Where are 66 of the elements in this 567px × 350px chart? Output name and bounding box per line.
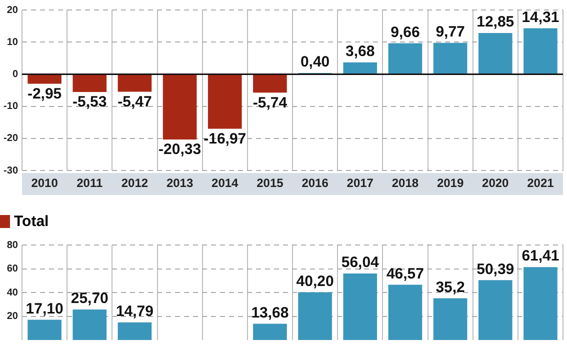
bar <box>28 74 62 84</box>
data-label: -5,74 <box>252 94 288 112</box>
x-tick-label: 2017 <box>346 176 374 190</box>
x-tick-label: 2016 <box>302 176 329 190</box>
bar <box>343 273 378 340</box>
bar <box>478 280 512 340</box>
bar <box>388 43 422 74</box>
x-tick-label: 2012 <box>121 176 148 190</box>
bar <box>72 309 107 340</box>
data-label: 14,79 <box>116 303 154 320</box>
data-label: 14,31 <box>522 8 560 26</box>
y-tick-label: 20 <box>6 311 18 322</box>
x-tick-label: 2013 <box>166 176 194 190</box>
data-label: 17,10 <box>26 300 64 318</box>
y-tick-label: 60 <box>6 264 18 274</box>
data-label: 35,2 <box>436 278 465 296</box>
y-tick-label: 0 <box>12 68 18 80</box>
bar <box>524 28 558 74</box>
y-tick-label: -20 <box>4 133 18 144</box>
x-tick-label: 2018 <box>392 176 419 190</box>
bar <box>208 74 242 129</box>
bar <box>162 74 197 140</box>
data-label: 12,85 <box>476 14 514 31</box>
bar <box>343 62 378 74</box>
x-tick-label: 2011 <box>76 176 103 190</box>
data-label: 50,39 <box>476 260 514 278</box>
x-tick-label: 2010 <box>31 176 58 190</box>
y-tick-label: -10 <box>4 101 18 112</box>
x-tick-label: 2019 <box>436 176 464 190</box>
data-label: -16,97 <box>204 130 246 148</box>
x-tick-label: 2021 <box>527 176 554 190</box>
data-label: 9,66 <box>390 24 420 41</box>
data-label: -5,47 <box>118 93 152 110</box>
bar <box>524 267 558 340</box>
bar <box>298 292 332 340</box>
data-label: -2,95 <box>27 85 62 102</box>
y-tick-label: 10 <box>6 36 18 48</box>
x-tick-label: 2015 <box>256 176 284 190</box>
bar <box>118 322 152 340</box>
y-tick-label: 20 <box>6 4 18 16</box>
data-label: 61,41 <box>522 248 560 265</box>
data-label: 25,70 <box>70 290 108 308</box>
data-label: 40,20 <box>296 272 334 290</box>
bar <box>478 32 512 74</box>
bar <box>118 74 152 92</box>
bar <box>253 74 287 93</box>
y-tick-label: 80 <box>6 240 18 251</box>
data-label: 13,68 <box>251 304 289 322</box>
y-tick-label: 40 <box>6 287 18 298</box>
bar <box>433 42 468 74</box>
data-label: 3,68 <box>346 43 375 60</box>
bar <box>72 74 107 92</box>
x-tick-label: 2014 <box>212 176 239 190</box>
data-label: 0,40 <box>300 54 330 71</box>
bar <box>388 284 422 340</box>
y-tick-label: -30 <box>4 165 18 176</box>
data-label: -5,53 <box>72 94 107 111</box>
x-tick-label: 2020 <box>482 176 510 190</box>
data-label: 9,77 <box>436 24 465 40</box>
chart-title: Total <box>14 213 49 230</box>
data-label: 56,04 <box>341 254 380 272</box>
bar <box>28 320 62 340</box>
bar <box>433 298 468 340</box>
data-label: 46,57 <box>386 265 424 282</box>
bar <box>253 324 287 340</box>
data-label: -20,33 <box>158 141 202 158</box>
